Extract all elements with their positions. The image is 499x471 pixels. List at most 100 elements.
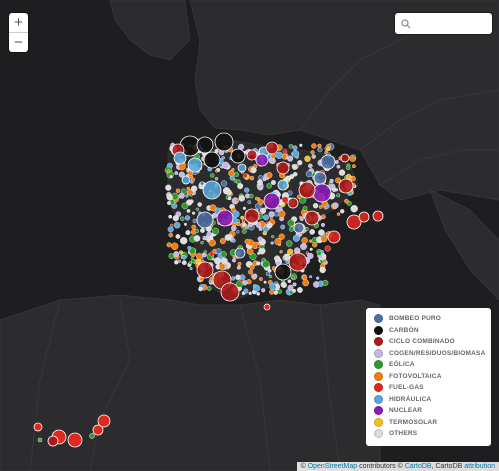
plant-marker[interactable] [200,240,204,245]
plant-marker[interactable] [239,278,244,283]
plant-marker[interactable] [269,289,275,295]
plant-marker[interactable] [340,209,345,214]
plant-marker-large[interactable] [293,222,305,234]
plant-marker[interactable] [186,186,190,191]
plant-marker[interactable] [175,234,181,239]
plant-marker[interactable] [256,292,260,296]
plant-marker[interactable] [297,287,303,293]
plant-marker[interactable] [226,189,232,196]
plant-marker[interactable] [231,238,236,243]
plant-marker[interactable] [338,169,346,176]
plant-marker-large[interactable] [220,282,240,302]
plant-marker[interactable] [292,234,300,242]
plant-marker[interactable] [287,190,293,196]
plant-marker[interactable] [189,199,194,204]
plant-marker[interactable] [173,221,181,229]
plant-marker[interactable] [292,282,297,287]
plant-marker[interactable] [181,255,187,260]
plant-marker[interactable] [215,169,219,173]
plant-marker[interactable] [273,211,280,217]
plant-marker[interactable] [265,271,271,276]
plant-marker[interactable] [317,143,322,148]
combined-cycle-marker[interactable] [47,435,59,447]
plant-marker-large[interactable] [274,263,292,281]
plant-marker[interactable] [193,235,201,242]
plant-marker[interactable] [167,201,171,205]
plant-marker[interactable] [254,196,259,201]
plant-marker[interactable] [166,242,172,248]
plant-marker[interactable] [188,261,192,265]
plant-marker[interactable] [242,280,248,286]
plant-marker[interactable] [181,260,187,266]
plant-marker[interactable] [248,269,254,275]
plant-marker-large[interactable] [320,154,336,170]
plant-marker[interactable] [345,173,352,180]
plant-marker[interactable] [236,222,241,227]
plant-marker[interactable] [309,247,313,251]
plant-marker[interactable] [221,161,230,170]
plant-marker[interactable] [309,275,313,279]
plant-marker[interactable] [334,160,339,164]
fuel-gas-marker[interactable] [97,414,111,428]
fuel-gas-marker[interactable] [92,424,104,436]
plant-marker[interactable] [266,183,272,189]
plant-marker[interactable] [206,231,213,238]
plant-marker[interactable] [250,167,257,174]
plant-marker[interactable] [282,149,288,155]
plant-marker[interactable] [175,188,181,193]
plant-marker[interactable] [214,148,219,154]
plant-marker[interactable] [292,288,296,293]
plant-marker-large[interactable] [304,210,320,226]
plant-marker-large[interactable] [196,211,214,229]
plant-marker[interactable] [240,215,245,220]
plant-marker[interactable] [249,264,255,270]
plant-marker[interactable] [235,274,241,280]
plant-marker[interactable] [231,276,236,281]
plant-marker[interactable] [261,288,266,293]
fuel-gas-marker[interactable] [67,432,83,448]
plant-marker[interactable] [191,259,196,264]
plant-marker[interactable] [256,244,260,249]
plant-marker-large[interactable] [313,171,327,185]
plant-marker[interactable] [242,206,246,210]
plant-marker[interactable] [278,233,285,240]
plant-marker[interactable] [203,250,207,254]
plant-marker[interactable] [332,187,337,192]
plant-marker[interactable] [287,279,292,283]
plant-marker[interactable] [215,248,222,254]
plant-marker[interactable] [248,193,254,199]
plant-marker[interactable] [278,210,286,218]
zoom-in-button[interactable]: + [14,14,23,31]
plant-marker[interactable] [309,229,315,235]
plant-marker[interactable] [170,223,174,227]
plant-marker[interactable] [320,235,328,243]
plant-marker[interactable] [167,226,174,233]
plant-marker[interactable] [262,177,267,182]
plant-marker[interactable] [198,286,203,292]
plant-marker[interactable] [266,222,273,229]
plant-marker[interactable] [172,215,179,222]
plant-marker[interactable] [227,196,232,201]
plant-marker-large[interactable] [246,149,258,161]
plant-marker-large[interactable] [265,141,279,155]
cartodb-link[interactable]: CartoDB [404,463,432,470]
plant-marker-large[interactable] [358,211,370,223]
plant-marker[interactable] [271,235,275,239]
plant-marker[interactable] [297,160,303,166]
plant-marker[interactable] [178,192,185,199]
plant-marker-large[interactable] [338,178,354,194]
plant-marker[interactable] [168,253,175,259]
plant-marker[interactable] [246,248,254,255]
plant-marker-large[interactable] [287,197,299,209]
plant-marker[interactable] [171,242,179,250]
plant-marker-large[interactable] [234,247,246,259]
osm-link[interactable]: OpenStreetMap [307,463,358,470]
plant-marker[interactable] [291,150,300,158]
plant-marker[interactable] [296,194,302,200]
plant-marker[interactable] [325,147,331,152]
plant-marker[interactable] [256,261,261,266]
plant-marker[interactable] [287,155,294,162]
plant-marker[interactable] [275,151,283,159]
plant-marker[interactable] [249,175,255,181]
plant-marker[interactable] [168,214,173,219]
